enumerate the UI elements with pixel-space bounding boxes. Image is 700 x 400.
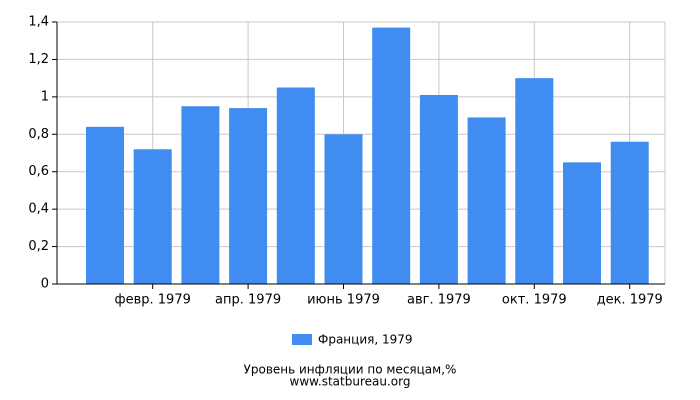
x-tick-label: февр. 1979 (115, 293, 191, 308)
y-tick-label: 0 (41, 277, 49, 292)
bar (276, 87, 315, 284)
y-tick-label: 0,4 (28, 202, 49, 217)
bar (419, 94, 458, 284)
x-tick-label: авг. 1979 (407, 293, 471, 308)
bar (563, 162, 601, 284)
bar (515, 78, 554, 285)
bar (372, 27, 411, 284)
bar (86, 126, 124, 284)
bar (181, 106, 220, 284)
chart-title: Уровень инфляции по месяцам,% (244, 363, 457, 377)
x-tick-label: июнь 1979 (307, 293, 380, 308)
y-tick-label: 1,2 (28, 52, 49, 67)
y-tick-label: 0,2 (28, 239, 49, 254)
y-tick-label: 0,8 (28, 127, 49, 142)
y-tick-label: 1,4 (28, 15, 49, 30)
source: www.statbureau.org (290, 375, 411, 389)
y-tick-label: 0,6 (28, 164, 49, 179)
legend-swatch (292, 334, 312, 345)
x-tick-label: апр. 1979 (215, 293, 281, 308)
bar (229, 108, 268, 284)
x-tick-label: дек. 1979 (597, 293, 663, 308)
bar (324, 134, 363, 284)
x-tick-label: окт. 1979 (502, 293, 567, 308)
legend-label: Франция, 1979 (318, 333, 413, 347)
bar (610, 141, 649, 284)
bar (467, 117, 506, 284)
y-tick-label: 1 (41, 89, 49, 104)
bar (133, 149, 172, 284)
